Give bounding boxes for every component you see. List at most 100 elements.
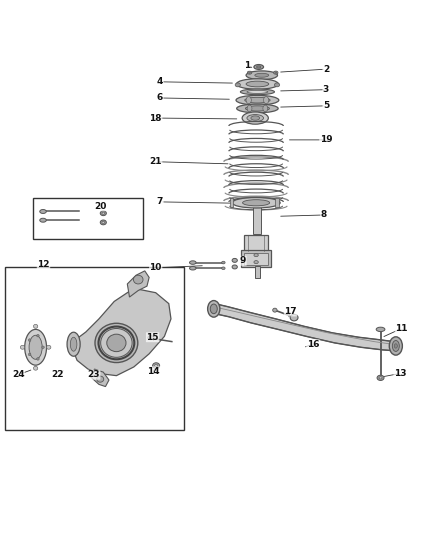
Ellipse shape — [210, 304, 217, 313]
Ellipse shape — [33, 325, 38, 328]
Text: 9: 9 — [240, 256, 246, 265]
Ellipse shape — [243, 200, 270, 206]
Ellipse shape — [20, 345, 25, 349]
Ellipse shape — [100, 220, 106, 225]
Ellipse shape — [394, 344, 397, 348]
Ellipse shape — [290, 314, 298, 321]
Ellipse shape — [251, 116, 260, 120]
Ellipse shape — [232, 259, 237, 262]
Polygon shape — [276, 198, 279, 207]
Text: 14: 14 — [147, 367, 160, 376]
Bar — [244, 253, 268, 265]
Ellipse shape — [40, 218, 46, 222]
Text: 19: 19 — [320, 135, 332, 144]
Ellipse shape — [28, 353, 31, 356]
Ellipse shape — [25, 329, 46, 365]
Ellipse shape — [274, 71, 278, 74]
Text: 1: 1 — [244, 61, 251, 70]
Polygon shape — [230, 198, 233, 207]
Ellipse shape — [190, 261, 196, 264]
Ellipse shape — [246, 81, 269, 87]
Bar — [254, 204, 261, 234]
Ellipse shape — [237, 79, 279, 89]
Text: 24: 24 — [12, 370, 25, 379]
Ellipse shape — [67, 332, 80, 356]
Ellipse shape — [148, 336, 154, 340]
Ellipse shape — [264, 96, 269, 103]
Ellipse shape — [190, 266, 196, 270]
Ellipse shape — [33, 366, 38, 370]
Text: 5: 5 — [323, 101, 329, 110]
Text: 18: 18 — [149, 114, 162, 123]
Ellipse shape — [379, 377, 382, 379]
Text: 4: 4 — [157, 77, 163, 86]
Text: 10: 10 — [149, 263, 162, 272]
Polygon shape — [73, 288, 171, 376]
Ellipse shape — [254, 64, 264, 69]
Ellipse shape — [246, 71, 278, 79]
Ellipse shape — [235, 83, 240, 87]
Ellipse shape — [377, 375, 384, 381]
Ellipse shape — [263, 105, 268, 112]
Ellipse shape — [42, 346, 44, 349]
Ellipse shape — [242, 112, 268, 124]
Ellipse shape — [102, 221, 105, 223]
Ellipse shape — [247, 105, 252, 112]
Ellipse shape — [245, 98, 270, 103]
Text: 17: 17 — [284, 307, 297, 316]
Ellipse shape — [37, 358, 39, 360]
Text: 6: 6 — [157, 93, 163, 102]
Ellipse shape — [222, 267, 225, 270]
Ellipse shape — [208, 301, 220, 317]
Ellipse shape — [29, 335, 42, 359]
Ellipse shape — [237, 104, 278, 113]
Ellipse shape — [152, 363, 159, 368]
Ellipse shape — [254, 254, 258, 257]
Ellipse shape — [101, 328, 132, 357]
Text: 12: 12 — [37, 260, 50, 269]
Ellipse shape — [222, 261, 225, 264]
Text: 2: 2 — [323, 64, 329, 74]
Ellipse shape — [134, 275, 143, 284]
Text: 16: 16 — [307, 340, 319, 349]
Bar — [244, 235, 268, 251]
Polygon shape — [215, 304, 395, 351]
Ellipse shape — [275, 72, 277, 74]
Text: 15: 15 — [146, 333, 159, 342]
Ellipse shape — [71, 337, 77, 351]
Ellipse shape — [392, 341, 399, 351]
Ellipse shape — [389, 337, 403, 355]
Ellipse shape — [246, 96, 251, 103]
Ellipse shape — [97, 376, 104, 382]
Ellipse shape — [232, 265, 237, 269]
Text: 3: 3 — [323, 85, 329, 94]
Ellipse shape — [257, 66, 261, 68]
Ellipse shape — [245, 106, 269, 111]
Ellipse shape — [240, 89, 275, 95]
Polygon shape — [127, 271, 149, 297]
Text: 23: 23 — [88, 370, 100, 379]
Ellipse shape — [236, 95, 279, 105]
Text: 22: 22 — [51, 370, 64, 379]
Ellipse shape — [40, 209, 46, 213]
Ellipse shape — [247, 115, 264, 122]
Text: 7: 7 — [157, 197, 163, 206]
Text: 20: 20 — [94, 202, 106, 211]
Ellipse shape — [275, 83, 280, 87]
Ellipse shape — [273, 308, 277, 312]
Ellipse shape — [376, 327, 385, 332]
Polygon shape — [90, 369, 109, 386]
Ellipse shape — [232, 198, 280, 208]
Ellipse shape — [95, 323, 138, 362]
Text: 11: 11 — [395, 324, 408, 333]
Ellipse shape — [107, 334, 126, 352]
Bar — [33, 198, 143, 239]
Text: 8: 8 — [321, 211, 327, 220]
Ellipse shape — [102, 212, 105, 214]
Ellipse shape — [37, 334, 39, 337]
Bar — [241, 250, 272, 268]
Bar — [255, 266, 260, 278]
Bar — [5, 266, 184, 430]
Text: 21: 21 — [149, 157, 162, 166]
Text: 13: 13 — [394, 369, 406, 378]
